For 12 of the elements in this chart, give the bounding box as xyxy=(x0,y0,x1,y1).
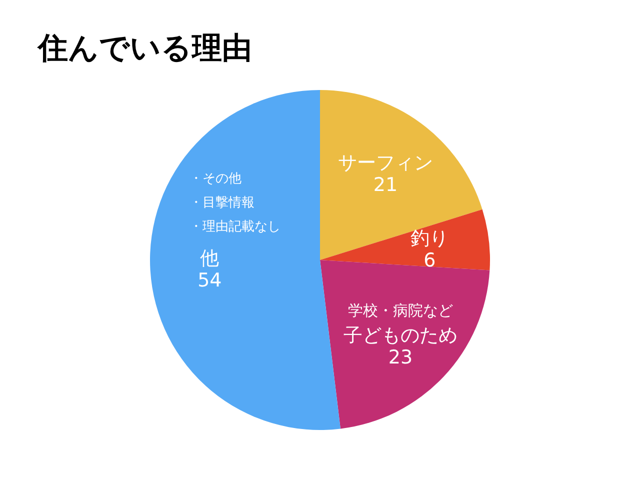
chart-title: 住んでいる理由 xyxy=(36,31,252,66)
data-label: 23 xyxy=(388,346,413,369)
data-label: 54 xyxy=(198,270,222,292)
data-label: 21 xyxy=(373,174,398,196)
slice-label: 学校・病院など子どものため xyxy=(343,302,458,347)
text: ・理由記載なし xyxy=(190,220,281,235)
slice-label: サーフィン xyxy=(338,152,433,174)
slice-label: 釣り xyxy=(410,228,449,250)
text: ・その他 xyxy=(190,172,242,187)
data-label: 6 xyxy=(424,250,436,272)
slice-label: 他 xyxy=(200,248,220,270)
text: ・目撃情報 xyxy=(190,196,255,211)
